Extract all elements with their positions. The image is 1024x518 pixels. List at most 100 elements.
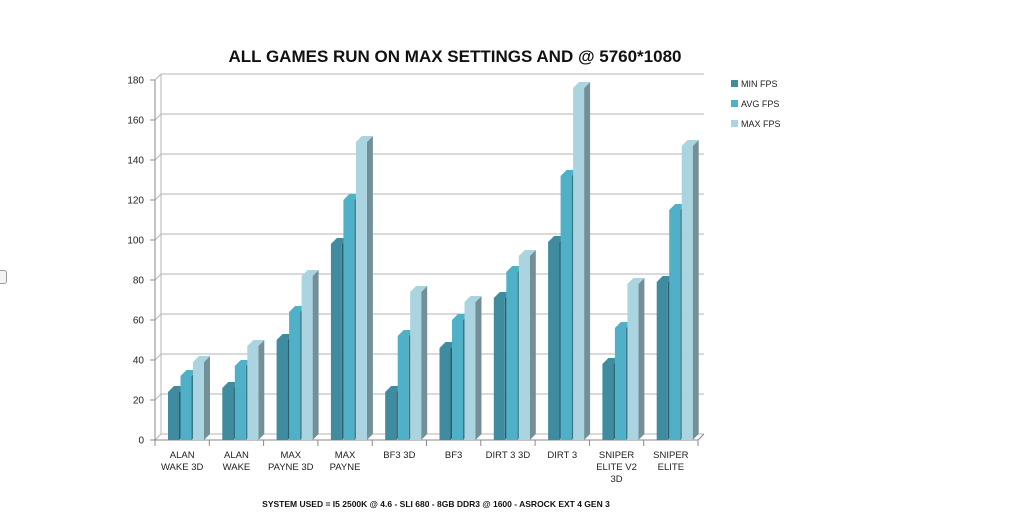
bar xyxy=(464,296,482,440)
bar-side xyxy=(204,356,210,440)
bar-front xyxy=(452,320,463,440)
y-tick-label: 60 xyxy=(133,316,145,327)
x-tick-label: 3D xyxy=(610,474,622,485)
gridline-depth xyxy=(154,153,162,161)
x-tick-label: PAYNE 3D xyxy=(268,462,314,473)
bar-front xyxy=(301,276,313,440)
bar-side xyxy=(638,278,645,440)
bar xyxy=(410,286,428,440)
bar-front xyxy=(614,328,626,440)
gridline-depth xyxy=(154,113,162,121)
legend-swatch xyxy=(731,100,738,107)
bar-front xyxy=(193,362,204,440)
gridline-depth xyxy=(154,193,162,201)
x-tick-label: ELITE xyxy=(658,462,684,473)
gridline-depth xyxy=(154,73,162,81)
x-tick-label: ALAN xyxy=(170,450,195,461)
x-tick-label: SNIPER xyxy=(653,450,689,461)
bar-top xyxy=(355,136,373,142)
gridline-depth xyxy=(154,313,162,321)
bar-front xyxy=(669,210,681,440)
bar-front xyxy=(343,200,355,440)
bar-front xyxy=(464,302,476,440)
bar-top xyxy=(518,250,536,256)
x-axis-depth xyxy=(697,433,705,441)
y-tick-label: 40 xyxy=(133,356,145,367)
bar-top xyxy=(193,356,210,362)
bar-front xyxy=(602,364,614,440)
bar-front xyxy=(355,142,367,440)
bar-top xyxy=(681,140,699,146)
bar-top xyxy=(410,286,428,292)
bar-front xyxy=(439,348,451,440)
gridline-depth xyxy=(154,353,162,361)
x-tick-label: ELITE V2 xyxy=(596,462,637,473)
bar-front xyxy=(180,376,192,440)
bar-side xyxy=(692,140,699,440)
bar-front xyxy=(493,298,505,440)
bar xyxy=(627,278,645,440)
x-tick-label: BF3 xyxy=(445,450,462,461)
x-tick-label: SNIPER xyxy=(599,450,635,461)
gridline-depth xyxy=(154,273,162,281)
y-tick-label: 120 xyxy=(127,196,144,207)
chart-title: ALL GAMES RUN ON MAX SETTINGS AND @ 5760… xyxy=(228,47,681,66)
legend-label: MIN FPS xyxy=(741,79,778,89)
legend-label: AVG FPS xyxy=(741,99,779,109)
bar-side xyxy=(529,250,536,440)
y-tick-label: 0 xyxy=(138,436,144,447)
bar-front xyxy=(385,392,397,440)
bar-front xyxy=(518,256,530,440)
side-handle-marker xyxy=(0,270,7,284)
bar-front xyxy=(222,388,234,440)
bar-top xyxy=(573,82,591,88)
bar-top xyxy=(464,296,482,302)
bar-front xyxy=(276,340,288,440)
bar-front xyxy=(410,292,422,440)
bar xyxy=(301,270,319,440)
bar-front xyxy=(548,242,560,440)
y-tick-label: 140 xyxy=(127,156,144,167)
x-tick-label: BF3 3D xyxy=(383,450,415,461)
bar xyxy=(518,250,536,440)
bar-side xyxy=(584,82,591,440)
gridline-depth xyxy=(154,233,162,241)
bar xyxy=(247,340,265,440)
x-tick-label: DIRT 3 3D xyxy=(486,450,531,461)
legend-swatch xyxy=(731,120,738,127)
bar-top xyxy=(627,278,645,284)
gridline-depth xyxy=(154,433,162,441)
bar-side xyxy=(258,340,265,440)
bar xyxy=(355,136,373,440)
legend-swatch xyxy=(731,80,738,87)
bar-front xyxy=(506,272,518,440)
x-tick-label: DIRT 3 xyxy=(547,450,577,461)
gridline-depth xyxy=(154,393,162,401)
bar-front xyxy=(289,312,301,440)
x-tick-label: PAYNE xyxy=(330,462,361,473)
bar xyxy=(193,356,210,440)
y-tick-label: 180 xyxy=(127,76,144,87)
y-tick-label: 100 xyxy=(127,236,144,247)
y-tick-label: 20 xyxy=(133,396,145,407)
legend-label: MAX FPS xyxy=(741,119,781,129)
bars xyxy=(168,82,699,440)
y-tick-label: 80 xyxy=(133,276,145,287)
bar-top xyxy=(301,270,319,276)
bar-side xyxy=(475,296,482,440)
bar-side xyxy=(421,286,428,440)
x-tick-label: MAX xyxy=(335,450,356,461)
bar-front xyxy=(397,336,409,440)
bar-side xyxy=(366,136,373,440)
bar-top xyxy=(247,340,265,346)
y-tick-label: 160 xyxy=(127,116,144,127)
legend: MIN FPS AVG FPS MAX FPS xyxy=(731,79,781,129)
bar-front xyxy=(330,244,342,440)
bar-front xyxy=(168,392,179,440)
x-tick-label: MAX xyxy=(280,450,301,461)
bar-front xyxy=(681,146,693,440)
bar-front xyxy=(656,282,668,440)
bar-front xyxy=(560,176,572,440)
bar xyxy=(681,140,699,440)
